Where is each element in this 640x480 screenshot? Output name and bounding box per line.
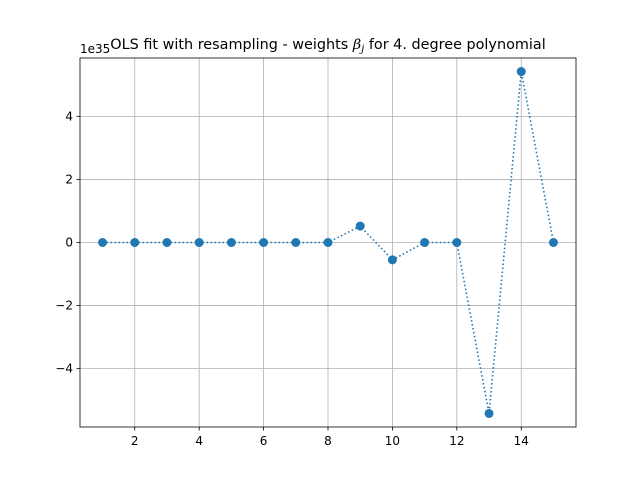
data-point xyxy=(355,221,365,231)
y-tick-label: −4 xyxy=(55,362,73,376)
data-point xyxy=(226,238,236,247)
title-prefix: OLS fit with resampling - weights xyxy=(110,37,353,53)
data-point xyxy=(516,67,526,77)
y-axis: −4 −2 0 2 4 xyxy=(55,109,80,376)
data-points xyxy=(98,67,558,418)
title-suffix: for 4. degree polynomial xyxy=(364,37,545,53)
data-point xyxy=(484,408,494,418)
y-tick-label: 2 xyxy=(65,172,73,186)
data-point xyxy=(194,238,204,247)
data-point xyxy=(387,255,397,265)
data-point xyxy=(130,238,140,247)
data-point xyxy=(420,238,430,247)
data-point xyxy=(291,238,301,247)
x-tick-label: 8 xyxy=(324,434,332,448)
x-tick-label: 14 xyxy=(514,434,529,448)
data-point xyxy=(548,238,558,247)
x-tick-label: 10 xyxy=(385,434,400,448)
data-point xyxy=(323,238,333,247)
y-tick-label: 4 xyxy=(65,109,73,123)
data-point xyxy=(98,238,108,247)
x-tick-label: 2 xyxy=(131,434,139,448)
y-tick-label: 0 xyxy=(65,236,73,250)
x-tick-label: 6 xyxy=(260,434,268,448)
x-axis: 2 4 6 8 10 12 14 xyxy=(131,427,529,448)
data-point xyxy=(452,238,462,247)
data-point xyxy=(259,238,269,247)
chart-title: OLS fit with resampling - weights βj for… xyxy=(110,37,545,55)
x-tick-label: 4 xyxy=(195,434,203,448)
title-symbol: β xyxy=(352,37,361,53)
y-tick-label: −2 xyxy=(55,299,73,313)
data-point xyxy=(162,238,172,247)
y-offset-label: 1e35 xyxy=(80,42,110,56)
title-subscript: j xyxy=(359,44,364,55)
x-tick-label: 12 xyxy=(449,434,464,448)
